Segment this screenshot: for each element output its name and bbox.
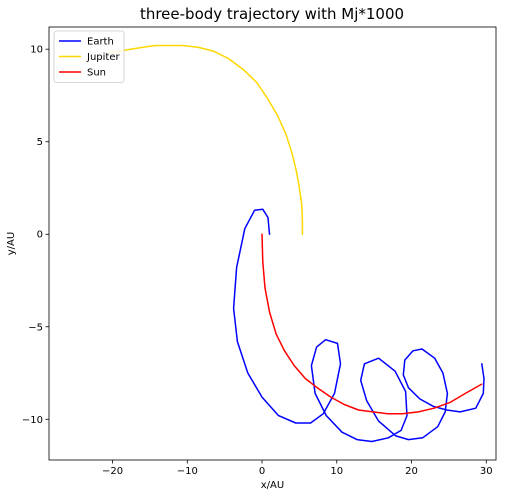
legend-box <box>53 30 125 83</box>
legend-label-earth: Earth <box>87 37 114 48</box>
x-tick-label: 20 <box>405 466 418 477</box>
x-tick-label: −20 <box>102 466 123 477</box>
x-axis-title: x/AU <box>261 480 284 491</box>
y-tick-label: 0 <box>37 230 43 241</box>
x-tick-label: 10 <box>330 466 343 477</box>
chart-title: three-body trajectory with Mj*1000 <box>140 5 404 23</box>
y-tick-label: 10 <box>30 45 43 56</box>
y-tick-label: −5 <box>28 322 43 333</box>
x-tick-label: 30 <box>480 466 493 477</box>
x-tick-label: 0 <box>259 466 265 477</box>
series-line-earth <box>232 208 485 443</box>
y-axis: 10 5 0 −5 −10 <box>22 45 49 426</box>
legend: Earth Jupiter Sun <box>53 30 125 83</box>
y-tick-label: −10 <box>22 415 43 426</box>
legend-label-sun: Sun <box>87 68 106 79</box>
x-axis: −20 −10 0 10 20 30 <box>102 460 493 477</box>
plot-area-frame <box>48 26 497 461</box>
series-line-jupiter <box>108 44 304 235</box>
series-line-sun <box>261 233 483 415</box>
y-axis-title: y/AU <box>6 232 17 255</box>
legend-label-jupiter: Jupiter <box>86 52 120 63</box>
x-tick-label: −10 <box>177 466 198 477</box>
series-layer <box>108 44 485 443</box>
y-tick-label: 5 <box>37 137 43 148</box>
